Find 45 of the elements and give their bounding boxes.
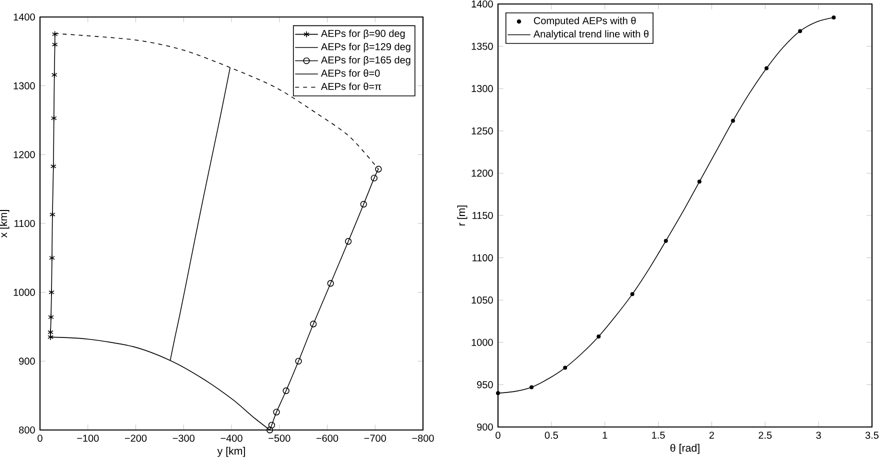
x-tick-label: −100 (77, 434, 99, 442)
y-tick-label: 950 (477, 381, 493, 388)
x-axis-title: θ [rad] (670, 444, 700, 454)
y-tick-label: 900 (477, 423, 493, 431)
legend-label: AEPs for θ=0 (320, 69, 380, 77)
y-tick-label: 1200 (14, 151, 35, 158)
y-tick-label: 1400 (472, 0, 493, 8)
x-tick-label: −500 (268, 434, 290, 442)
x-tick-label: −700 (364, 434, 386, 442)
y-tick-label: 1350 (472, 42, 493, 50)
y-tick-label: 1400 (14, 13, 35, 21)
y-tick-label: 1000 (472, 338, 493, 346)
y-tick-label: 800 (19, 426, 35, 434)
x-tick-label: 0 (38, 434, 42, 442)
x-tick-label: −400 (220, 434, 242, 442)
x-tick-label: 1.5 (652, 432, 665, 439)
legend-label: AEPs for θ=π (320, 82, 382, 90)
x-tick-label: 1 (602, 432, 608, 439)
legend-label: AEPs for β=165 deg (320, 56, 410, 66)
legend-label: AEPs for β=90 deg (320, 30, 405, 39)
x-tick-label: −200 (124, 434, 147, 442)
y-tick-label: 1300 (472, 85, 493, 92)
x-tick-label: 3 (816, 432, 821, 439)
y-tick-label: 1300 (14, 82, 35, 90)
y-tick-label: 1100 (14, 220, 35, 228)
x-tick-label: 3.5 (865, 432, 879, 439)
y-axis-title: r [m] (457, 206, 468, 226)
y-tick-label: 1250 (472, 127, 493, 134)
x-tick-label: −600 (316, 434, 338, 442)
y-tick-label: 1000 (14, 288, 35, 296)
y-tick-label: 1150 (472, 212, 493, 220)
legend-label: Analytical trend line with θ (533, 30, 649, 40)
legend-label: Computed AEPs with θ (534, 16, 636, 26)
x-axis-title: y [km] (217, 446, 245, 457)
y-tick-label: 1200 (472, 170, 493, 177)
x-tick-label: 2.5 (758, 432, 772, 439)
y-tick-label: 1050 (472, 296, 493, 304)
y-tick-label: 1100 (472, 254, 493, 262)
x-tick-label: 0.5 (544, 432, 558, 439)
x-tick-label: 0 (496, 432, 500, 439)
x-tick-label: −300 (172, 434, 194, 442)
legend-label: AEPs for β=129 deg (320, 42, 410, 52)
x-tick-label: −800 (412, 434, 434, 442)
x-tick-label: 2 (709, 432, 714, 439)
y-tick-label: 900 (19, 358, 35, 365)
